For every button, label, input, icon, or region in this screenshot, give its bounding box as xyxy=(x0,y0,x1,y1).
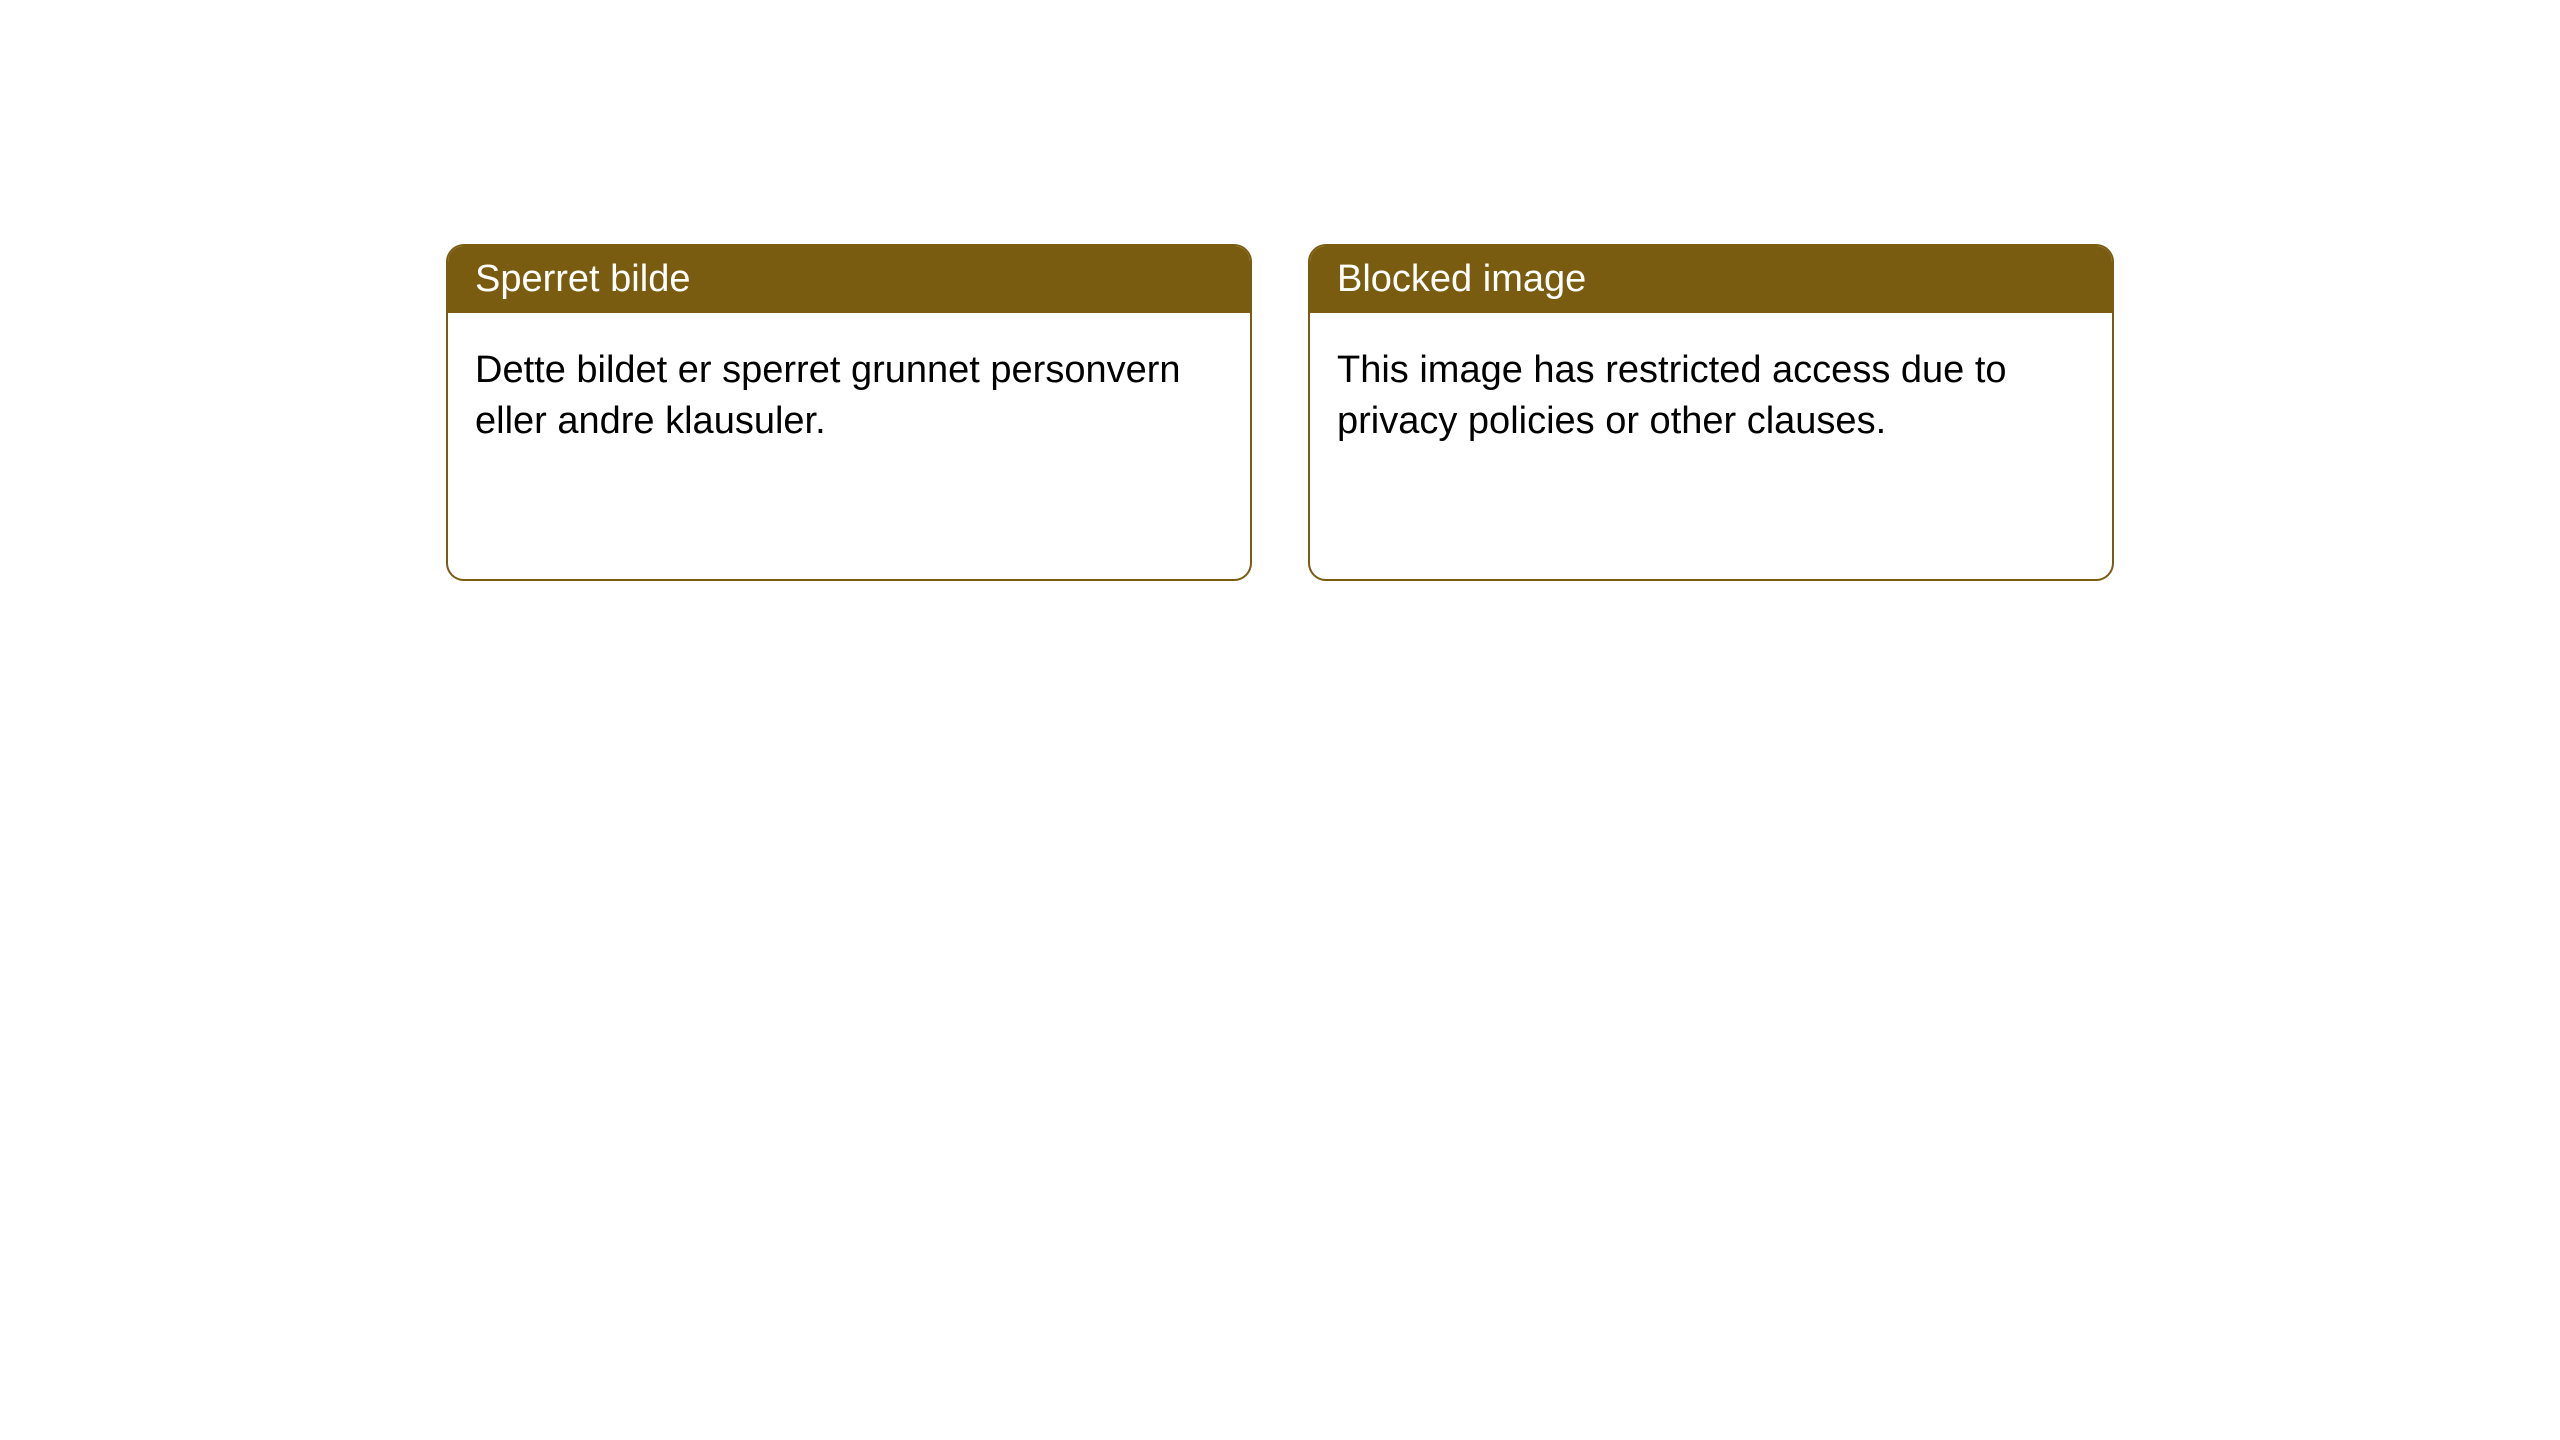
notice-box-english: Blocked image This image has restricted … xyxy=(1308,244,2114,581)
notice-header: Sperret bilde xyxy=(448,246,1250,313)
notice-box-norwegian: Sperret bilde Dette bildet er sperret gr… xyxy=(446,244,1252,581)
notice-body: Dette bildet er sperret grunnet personve… xyxy=(448,313,1250,480)
notice-header: Blocked image xyxy=(1310,246,2112,313)
notice-body-text: Dette bildet er sperret grunnet personve… xyxy=(475,349,1181,442)
notice-title: Blocked image xyxy=(1337,258,1586,300)
notice-container: Sperret bilde Dette bildet er sperret gr… xyxy=(0,0,2560,581)
notice-body: This image has restricted access due to … xyxy=(1310,313,2112,480)
notice-title: Sperret bilde xyxy=(475,258,690,300)
notice-body-text: This image has restricted access due to … xyxy=(1337,349,2007,442)
